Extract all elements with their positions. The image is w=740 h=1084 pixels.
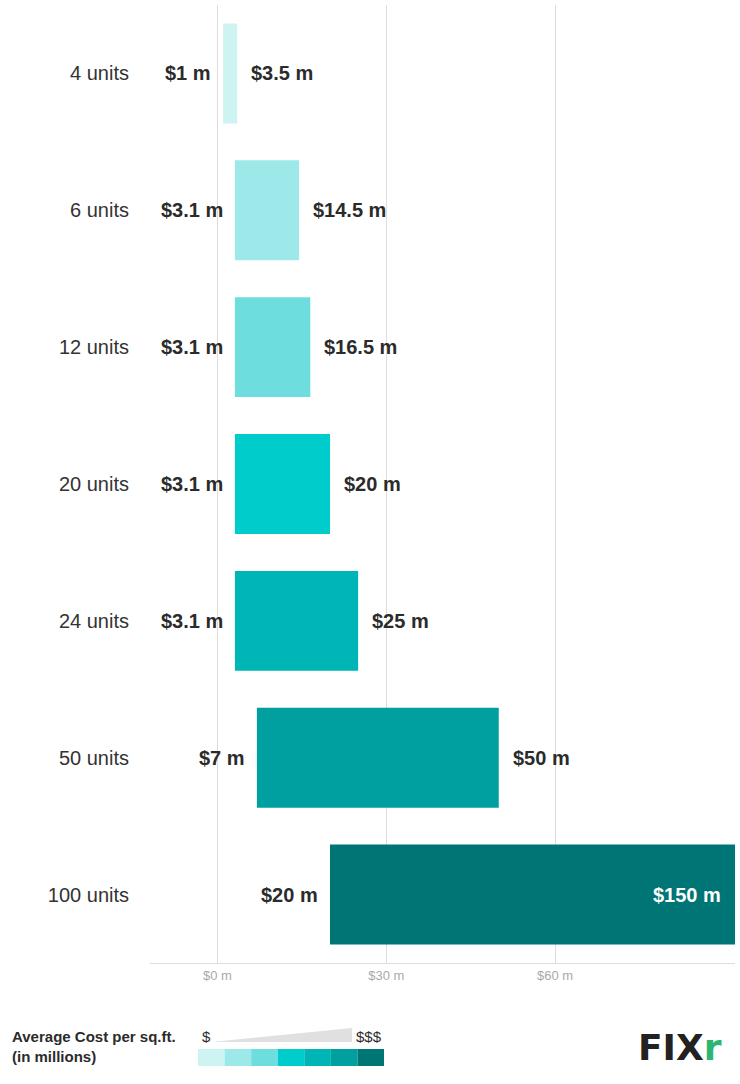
svg-text:$50 m: $50 m (513, 747, 570, 769)
svg-text:Average Cost per sq.ft.(in mil: Average Cost per sq.ft.(in millions) (12, 1028, 176, 1065)
svg-text:$60 m: $60 m (537, 968, 573, 983)
svg-text:20 units: 20 units (59, 473, 129, 495)
svg-text:6 units: 6 units (70, 199, 129, 221)
svg-text:$3.1 m: $3.1 m (161, 473, 223, 495)
svg-text:$0 m: $0 m (203, 968, 232, 983)
svg-text:$7 m: $7 m (199, 747, 245, 769)
svg-text:4 units: 4 units (70, 62, 129, 84)
svg-text:$25 m: $25 m (372, 610, 429, 632)
svg-text:$3.1 m: $3.1 m (161, 336, 223, 358)
svg-text:100 units: 100 units (48, 884, 129, 906)
svg-text:$3.1 m: $3.1 m (161, 610, 223, 632)
svg-text:24 units: 24 units (59, 610, 129, 632)
svg-text:50 units: 50 units (59, 747, 129, 769)
svg-text:$1 m: $1 m (165, 62, 211, 84)
svg-text:$150 m: $150 m (653, 884, 721, 906)
svg-text:$: $ (202, 1028, 211, 1045)
svg-text:$14.5 m: $14.5 m (313, 199, 386, 221)
svg-text:12 units: 12 units (59, 336, 129, 358)
svg-text:$3.1 m: $3.1 m (161, 199, 223, 221)
svg-text:$20 m: $20 m (344, 473, 401, 495)
svg-text:FIXr: FIXr (638, 1027, 722, 1068)
svg-text:$$$: $$$ (356, 1028, 382, 1045)
svg-text:$16.5 m: $16.5 m (324, 336, 397, 358)
svg-text:$30 m: $30 m (368, 968, 404, 983)
svg-text:$20 m: $20 m (261, 884, 318, 906)
svg-text:$3.5 m: $3.5 m (251, 62, 313, 84)
